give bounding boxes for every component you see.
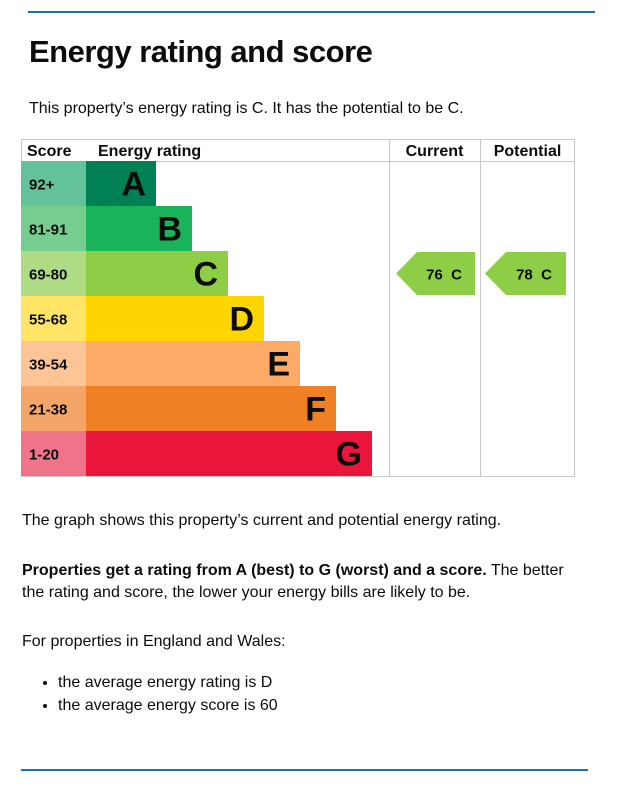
score-range-g: 1-20: [29, 447, 59, 464]
rating-letter-b: B: [157, 211, 182, 249]
score-cell-g: [21, 431, 86, 476]
score-range-c: 69-80: [29, 267, 67, 284]
rating-explanation-bold: Properties get a rating from A (best) to…: [22, 562, 487, 579]
score-range-b: 81-91: [29, 222, 67, 239]
energy-rating-chart: Score Energy rating Current Potential 92+ A 81…: [21, 139, 575, 477]
score-cell-b: [21, 206, 86, 251]
rating-bar-a: [86, 161, 156, 206]
score-cell-a: [21, 161, 86, 206]
top-divider: [28, 11, 595, 13]
page-title: Energy rating and score: [29, 34, 373, 69]
rating-bar-g: [86, 431, 372, 476]
header-energy-rating: Energy rating: [98, 143, 201, 160]
rating-bar-d: [86, 296, 264, 341]
rating-letter-e: E: [267, 346, 290, 384]
rating-bar-f: [86, 386, 336, 431]
rating-summary: This property’s energy rating is C. It h…: [29, 100, 464, 117]
rating-bar-b: [86, 206, 192, 251]
graph-note: The graph shows this property’s current …: [22, 512, 502, 529]
rating-explanation: Properties get a rating from A (best) to…: [22, 560, 582, 604]
bottom-divider: [21, 769, 588, 771]
score-cell-f: [21, 386, 86, 431]
rating-bar-e: [86, 341, 300, 386]
list-item: the average energy rating is D: [58, 671, 278, 694]
header-score: Score: [27, 143, 72, 160]
potential-rating-arrow: [485, 252, 566, 295]
list-item: the average energy score is 60: [58, 694, 278, 717]
score-cell-c: [21, 251, 86, 296]
header-potential: Potential: [494, 143, 562, 160]
score-cell-d: [21, 296, 86, 341]
score-range-e: 39-54: [29, 357, 68, 374]
rating-letter-g: G: [336, 436, 362, 474]
score-range-d: 55-68: [29, 312, 67, 329]
current-rating-label: 76 C: [426, 267, 462, 284]
averages-list: the average energy rating is D the avera…: [22, 671, 278, 717]
rating-letter-a: A: [121, 166, 146, 204]
score-range-a: 92+: [29, 177, 55, 194]
rating-letter-c: C: [193, 256, 218, 294]
score-range-f: 21-38: [29, 402, 67, 419]
rating-bar-c: [86, 251, 228, 296]
rating-letter-d: D: [229, 301, 254, 339]
header-current: Current: [406, 143, 464, 160]
score-cell-e: [21, 341, 86, 386]
current-rating-arrow: [396, 252, 475, 295]
potential-rating-label: 78 C: [516, 267, 552, 284]
rating-explanation-rest: The better the rating and score, the low…: [22, 562, 564, 601]
rating-letter-f: F: [305, 391, 326, 429]
region-intro: For properties in England and Wales:: [22, 633, 286, 650]
